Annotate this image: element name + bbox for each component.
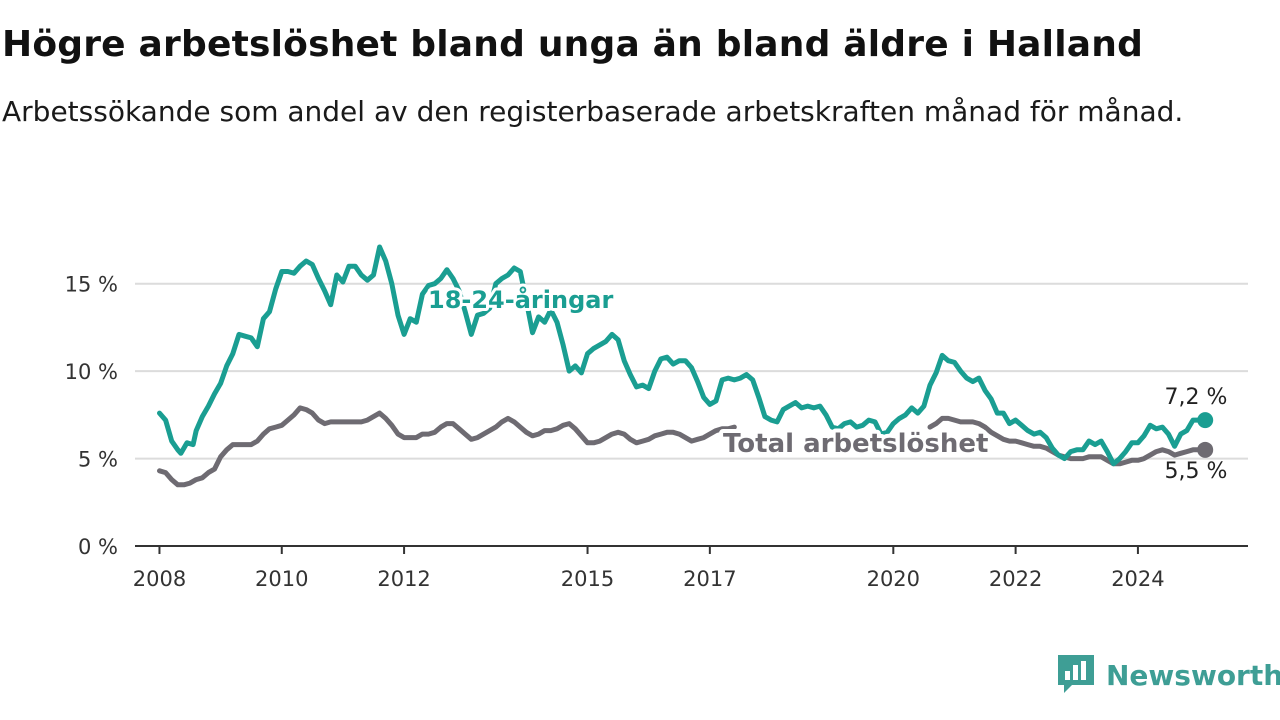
series-end-label-youth: 7,2 % — [1165, 385, 1228, 410]
page-subtitle: Arbetssökande som andel av den registerb… — [2, 95, 1184, 128]
y-tick-label: 10 % — [65, 360, 118, 384]
series-end-label-total: 5,5 % — [1165, 459, 1228, 484]
y-tick-label: 0 % — [78, 535, 118, 559]
brand-logo: Newsworthy — [1058, 655, 1280, 695]
x-tick-label: 2008 — [133, 567, 186, 591]
series-lines — [157, 244, 1214, 488]
newsworthy-logo-icon — [1058, 655, 1094, 693]
y-axis: 0 % 5 % 10 % 15 % — [65, 273, 118, 559]
y-tick-label: 15 % — [65, 273, 118, 297]
page-title: Högre arbetslöshet bland unga än bland ä… — [2, 24, 1144, 65]
series-line-youth — [157, 244, 1208, 467]
x-tick-label: 2017 — [683, 567, 736, 591]
x-tick-label: 2012 — [377, 567, 430, 591]
series-end-point-total — [1197, 441, 1214, 458]
brand-name: Newsworthy — [1106, 658, 1280, 692]
x-tick-label: 2010 — [255, 567, 308, 591]
series-labels: 18-24-åringar Total arbetslöshet 7,2 % 5,5 … — [425, 282, 1228, 484]
series-label-youth: 18-24-åringar — [428, 285, 613, 314]
y-tick-label: 5 % — [78, 448, 118, 472]
series-line-total — [157, 405, 737, 488]
x-tick-label: 2024 — [1111, 567, 1164, 591]
x-tick-label: 2022 — [989, 567, 1042, 591]
series-end-point-youth — [1197, 412, 1214, 429]
x-tick-label: 2015 — [561, 567, 614, 591]
series-label-total: Total arbetslöshet — [723, 429, 988, 459]
x-axis: 2008 2010 2012 2015 2017 2020 2022 2024 — [133, 545, 1248, 591]
x-tick-label: 2020 — [867, 567, 920, 591]
